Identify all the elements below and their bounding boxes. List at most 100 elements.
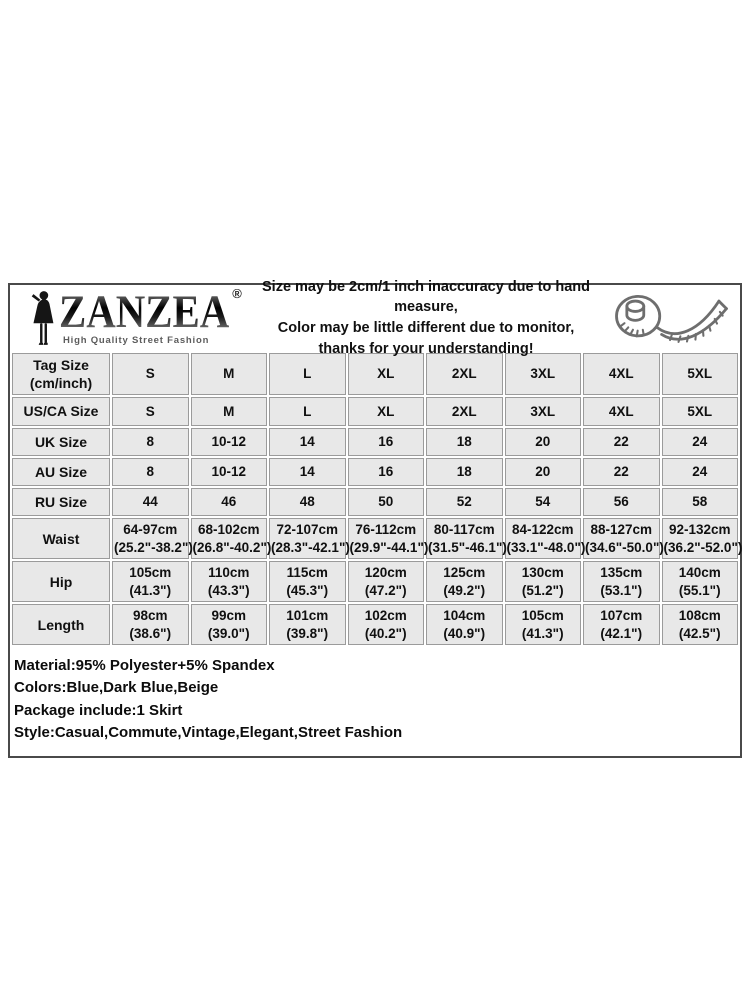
tape-measure-icon <box>602 287 740 349</box>
size-cell: 20 <box>504 457 581 486</box>
size-cell: 135cm (53.1") <box>583 561 660 603</box>
size-cell: 4XL <box>583 353 660 396</box>
size-cell: 54 <box>504 487 581 517</box>
size-cell: 72-107cm (28.3"-42.1") <box>269 518 350 560</box>
note-line-3: thanks for your understanding! <box>318 340 534 357</box>
size-cell: S <box>112 353 189 396</box>
size-cell: 107cm (42.1") <box>583 604 660 646</box>
row-header: US/CA Size <box>12 397 110 426</box>
detail-package: Package include:1 Skirt <box>14 701 183 719</box>
product-details: Material:95% Polyester+5% Spandex Colors… <box>10 647 740 755</box>
brand-logo: ZANZEA ® High Quality Street Fashion <box>10 286 250 347</box>
size-cell: 24 <box>661 427 738 456</box>
size-cell: L <box>269 397 346 426</box>
size-cell: L <box>269 353 346 396</box>
table-row-usca-size: US/CA Size S M L XL 2XL 3XL 4XL 5XL <box>12 397 738 426</box>
size-cell: M <box>190 397 267 426</box>
size-cell: 56 <box>583 487 660 517</box>
row-header: Waist <box>12 518 110 560</box>
size-cell: 2XL <box>426 397 503 426</box>
size-cell: 50 <box>347 487 424 517</box>
size-cell: S <box>112 397 189 426</box>
detail-colors: Colors:Blue,Dark Blue,Beige <box>14 679 219 697</box>
size-cell: 80-117cm (31.5"-46.1") <box>426 518 507 560</box>
size-cell: 130cm (51.2") <box>504 561 581 603</box>
table-row-hip: Hip 105cm (41.3") 110cm (43.3") 115cm (4… <box>12 561 738 603</box>
size-cell: 98cm (38.6") <box>112 604 189 646</box>
size-cell: 5XL <box>661 397 738 426</box>
size-cell: 10-12 <box>190 427 267 456</box>
size-cell: 4XL <box>583 397 660 426</box>
size-cell: 120cm (47.2") <box>347 561 424 603</box>
size-cell: 14 <box>269 457 346 486</box>
size-cell: 104cm (40.9") <box>426 604 503 646</box>
size-cell: 105cm (41.3") <box>112 561 189 603</box>
size-cell: 92-132cm (36.2"-52.0") <box>661 518 742 560</box>
table-row-length: Length 98cm (38.6") 99cm (39.0") 101cm (… <box>12 604 738 646</box>
size-cell: 20 <box>504 427 581 456</box>
sheet-header: ZANZEA ® High Quality Street Fashion Size… <box>10 279 740 357</box>
size-cell: 76-112cm (29.9"-44.1") <box>347 518 428 560</box>
size-cell: 22 <box>583 427 660 456</box>
row-header: UK Size <box>12 427 110 456</box>
size-cell: 8 <box>112 427 189 456</box>
size-cell: 5XL <box>661 353 738 396</box>
size-chart-sheet: ZANZEA ® High Quality Street Fashion Size… <box>8 279 742 758</box>
row-header: Hip <box>12 561 110 603</box>
size-cell: 22 <box>583 457 660 486</box>
note-line-2: Color may be little different due to mon… <box>277 320 575 336</box>
size-cell: 18 <box>426 427 503 456</box>
size-cell: 101cm (39.8") <box>269 604 346 646</box>
size-cell: 110cm (43.3") <box>190 561 267 603</box>
measurement-note: Size may be 2cm/1 inch inaccuracy due to… <box>250 277 602 359</box>
row-header: Tag Size (cm/inch) <box>12 353 110 396</box>
size-cell: 68-102cm (26.8"-40.2") <box>190 518 271 560</box>
size-cell: 125cm (49.2") <box>426 561 503 603</box>
woman-silhouette-icon <box>30 289 56 347</box>
size-cell: 16 <box>347 457 424 486</box>
row-header: RU Size <box>12 487 110 517</box>
table-row-ru-size: RU Size 44 46 48 50 52 54 56 58 <box>12 487 738 517</box>
size-cell: 14 <box>269 427 346 456</box>
table-row-au-size: AU Size 8 10-12 14 16 18 20 22 24 <box>12 457 738 486</box>
size-cell: M <box>190 353 267 396</box>
brand-tagline: High Quality Street Fashion <box>63 334 210 346</box>
size-cell: 115cm (45.3") <box>269 561 346 603</box>
size-cell: 84-122cm (33.1"-48.0") <box>504 518 585 560</box>
size-cell: 24 <box>661 457 738 486</box>
detail-material: Material:95% Polyester+5% Spandex <box>14 657 275 675</box>
size-cell: 105cm (41.3") <box>504 604 581 646</box>
size-cell: XL <box>347 397 424 426</box>
detail-style: Style:Casual,Commute,Vintage,Elegant,Str… <box>14 723 403 741</box>
size-cell: 16 <box>347 427 424 456</box>
size-cell: 3XL <box>504 397 581 426</box>
size-cell: 10-12 <box>190 457 267 486</box>
table-row-waist: Waist 64-97cm (25.2"-38.2") 68-102cm (26… <box>12 518 742 560</box>
size-cell: XL <box>347 353 424 396</box>
size-cell: 2XL <box>426 353 503 396</box>
size-cell: 48 <box>269 487 346 517</box>
size-cell: 88-127cm (34.6"-50.0") <box>583 518 664 560</box>
table-row-uk-size: UK Size 8 10-12 14 16 18 20 22 24 <box>12 427 738 456</box>
size-cell: 99cm (39.0") <box>190 604 267 646</box>
size-cell: 52 <box>426 487 503 517</box>
brand-text: ZANZEA ® High Quality Street Fashion <box>59 286 248 346</box>
size-cell: 8 <box>112 457 189 486</box>
size-cell: 18 <box>426 457 503 486</box>
table-row-tag-size: Tag Size (cm/inch) S M L XL 2XL 3XL 4XL … <box>12 353 738 396</box>
size-cell: 102cm (40.2") <box>347 604 424 646</box>
size-cell: 58 <box>661 487 738 517</box>
size-cell: 46 <box>190 487 267 517</box>
size-cell: 44 <box>112 487 189 517</box>
size-cell: 108cm (42.5") <box>661 604 738 646</box>
brand-name: ZANZEA <box>59 286 230 338</box>
size-cell: 64-97cm (25.2"-38.2") <box>112 518 193 560</box>
size-cell: 3XL <box>504 353 581 396</box>
registered-mark: ® <box>232 285 242 301</box>
size-cell: 140cm (55.1") <box>661 561 738 603</box>
row-header: AU Size <box>12 457 110 486</box>
note-line-1: Size may be 2cm/1 inch inaccuracy due to… <box>262 278 590 316</box>
row-header: Length <box>12 604 110 646</box>
size-table: Tag Size (cm/inch) S M L XL 2XL 3XL 4XL … <box>10 351 742 647</box>
